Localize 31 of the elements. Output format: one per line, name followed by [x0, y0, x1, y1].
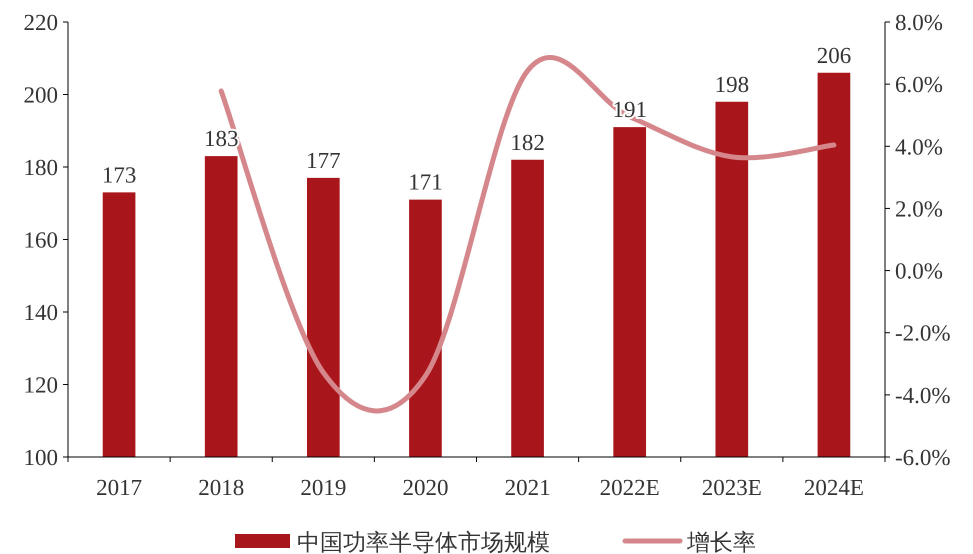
- x-tick-label: 2019: [300, 475, 346, 500]
- y2-tick-label: 4.0%: [895, 134, 943, 160]
- y2-tick-label: -4.0%: [895, 382, 951, 408]
- x-tick-label: 2024E: [804, 475, 864, 500]
- y2-tick-label: 8.0%: [895, 10, 943, 35]
- y-tick-label: 180: [24, 155, 58, 180]
- data-label: 206: [816, 42, 852, 68]
- y2-tick-label: -6.0%: [895, 445, 951, 470]
- x-tick-label: 2021: [504, 475, 551, 500]
- y-tick-label: 100: [24, 445, 58, 470]
- data-label: 198: [714, 72, 750, 97]
- y2-tick-label: 2.0%: [895, 196, 943, 222]
- y2-tick-label: 6.0%: [895, 72, 943, 98]
- x-tick-label: 2018: [198, 475, 244, 500]
- y-tick-label: 160: [24, 228, 58, 252]
- y2-tick-label: -2.0%: [895, 320, 951, 346]
- legend-label: 中国功率半导体市场规模: [297, 530, 550, 554]
- y-tick-label: 220: [24, 10, 58, 35]
- x-tick-label: 2022E: [600, 475, 660, 500]
- y-tick-label: 200: [24, 82, 58, 108]
- data-label: 177: [306, 148, 341, 173]
- x-tick-label: 2023E: [702, 475, 762, 500]
- x-tick-label: 2017: [96, 475, 142, 500]
- y-tick-label: 120: [24, 372, 58, 398]
- y2-tick-label: 0.0%: [895, 258, 943, 284]
- y-tick-label: 140: [24, 300, 58, 325]
- data-label: 171: [408, 170, 443, 195]
- x-tick-label: 2020: [402, 475, 448, 500]
- data-label: 182: [510, 130, 545, 155]
- data-label: 173: [102, 162, 136, 188]
- legend-label: 增长率: [686, 530, 756, 554]
